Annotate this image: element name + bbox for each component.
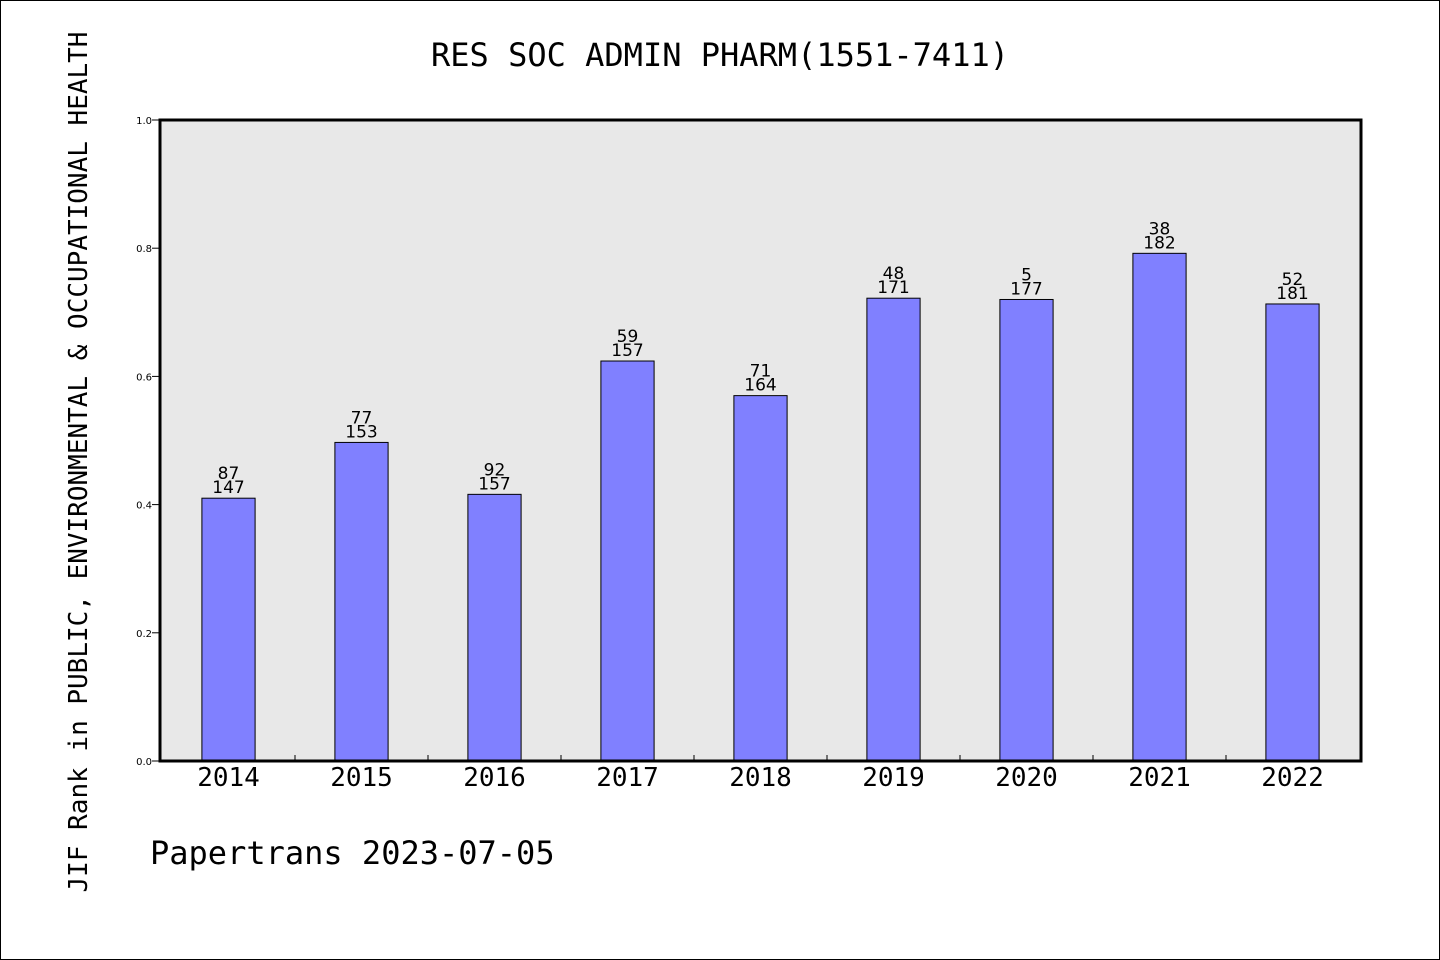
y-axis-ticks: 0.0 0.2 0.4 0.6 0.8 1.0 — [136, 116, 160, 768]
x-tick-label: 2019 — [862, 763, 925, 793]
x-tick-label: 2014 — [197, 763, 260, 793]
bar-2021 — [1132, 252, 1187, 762]
x-axis-ticks: 2014 2015 2016 2017 2018 2019 2020 2021 2022 — [197, 755, 1324, 793]
rank-label: 5 — [1021, 265, 1032, 285]
x-tick-label: 2021 — [1128, 763, 1191, 793]
bar-2016 — [467, 493, 522, 762]
data-labels: 8714777153921575915771164481715177381825… — [212, 219, 1308, 498]
rank-label: 92 — [484, 460, 506, 480]
total-label: 153 — [345, 422, 377, 442]
x-tick-label: 2022 — [1261, 763, 1324, 793]
watermark-text: Papertrans 2023-07-05 — [150, 834, 555, 872]
x-tick-label: 2015 — [330, 763, 393, 793]
total-label: 157 — [611, 341, 643, 361]
total-label: 181 — [1276, 284, 1308, 304]
total-label: 157 — [478, 474, 510, 494]
y-tick-label: 0.0 — [136, 757, 152, 768]
x-tick-label: 2016 — [463, 763, 526, 793]
x-tick-label: 2018 — [729, 763, 792, 793]
bar-2022 — [1265, 303, 1320, 762]
rank-label: 87 — [218, 464, 240, 484]
rank-label: 59 — [617, 327, 639, 347]
rank-label: 38 — [1149, 219, 1171, 239]
total-label: 171 — [877, 278, 909, 298]
y-tick-label: 0.8 — [136, 244, 152, 255]
bar-2015 — [334, 441, 389, 762]
rank-label: 77 — [351, 408, 373, 428]
total-label: 182 — [1143, 233, 1175, 253]
chart-title: RES SOC ADMIN PHARM(1551-7411) — [431, 36, 1009, 74]
bars — [201, 252, 1320, 762]
rank-label: 71 — [750, 362, 772, 382]
rank-label: 48 — [883, 264, 905, 284]
plot-border — [158, 118, 1363, 763]
bar-2019 — [866, 297, 921, 762]
bar-2017 — [600, 360, 655, 762]
total-label: 164 — [744, 376, 776, 396]
y-tick-label: 0.4 — [136, 501, 152, 512]
y-tick-label: 1.0 — [136, 116, 152, 127]
total-label: 177 — [1010, 279, 1042, 299]
bar-2014 — [201, 497, 256, 762]
bar-2020 — [999, 298, 1054, 762]
rank-label: 52 — [1282, 270, 1304, 290]
x-tick-label: 2017 — [596, 763, 659, 793]
y-tick-label: 0.2 — [136, 629, 152, 640]
total-label: 147 — [212, 478, 244, 498]
y-axis-label: JIF Rank in PUBLIC, ENVIRONMENTAL & OCCU… — [64, 32, 94, 893]
x-tick-label: 2020 — [995, 763, 1058, 793]
y-tick-label: 0.6 — [136, 372, 152, 383]
bar-2018 — [733, 395, 788, 762]
